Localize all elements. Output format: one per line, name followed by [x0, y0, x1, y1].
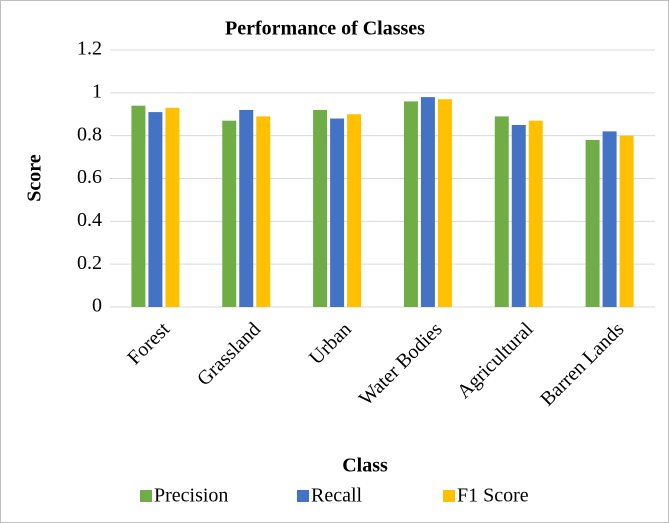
bar: [347, 114, 362, 307]
legend-swatch: [297, 490, 309, 502]
legend-label: F1 Score: [457, 485, 529, 507]
legend-label: Recall: [311, 485, 363, 507]
bar: [585, 139, 600, 307]
bar: [511, 124, 526, 307]
legend-swatch: [140, 490, 152, 502]
bar: [403, 101, 418, 308]
bar: [239, 109, 254, 307]
y-tick-label: 0.2: [77, 252, 102, 274]
bar: [131, 105, 146, 307]
bar: [148, 112, 163, 307]
bar: [256, 116, 271, 308]
bar: [165, 107, 180, 307]
bar: [222, 120, 237, 307]
bar: [602, 131, 617, 307]
bar: [619, 135, 634, 307]
chart-title: Performance of Classes: [225, 18, 425, 40]
bar: [437, 99, 452, 307]
y-tick-label: 0: [92, 295, 102, 317]
y-tick-label: 0.8: [77, 123, 102, 145]
y-tick-label: 1.2: [77, 38, 102, 60]
bar: [420, 97, 435, 307]
y-tick-label: 1: [92, 80, 102, 102]
y-axis-label: Score: [24, 154, 46, 202]
y-tick-label: 0.4: [77, 209, 102, 231]
bar: [494, 116, 509, 308]
x-axis-label: Class: [342, 455, 388, 477]
legend-label: Precision: [154, 485, 228, 507]
bar: [313, 109, 328, 307]
legend-swatch: [443, 490, 455, 502]
bar: [330, 118, 345, 308]
bar: [528, 120, 543, 307]
y-tick-label: 0.6: [77, 166, 102, 188]
